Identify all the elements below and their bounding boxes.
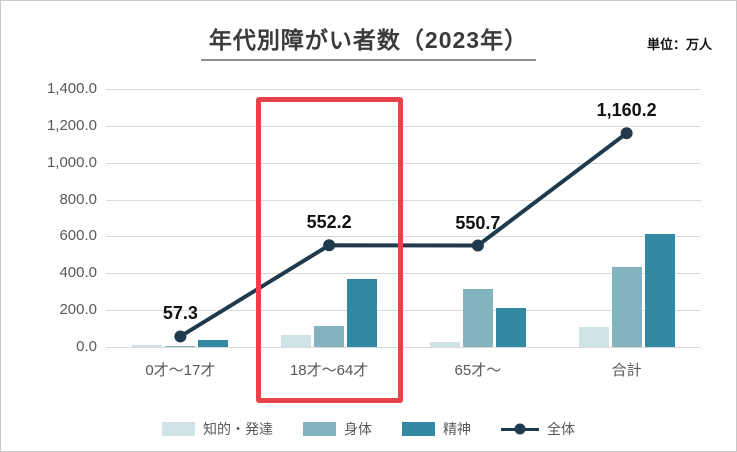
line-data-label: 1,160.2 xyxy=(596,100,657,121)
highlight-box xyxy=(255,97,403,403)
gridline xyxy=(106,273,701,275)
bar-mental xyxy=(198,339,229,347)
line-data-label: 552.2 xyxy=(306,212,352,233)
y-tick-label: 600.0 xyxy=(59,227,97,245)
legend-swatch-physical xyxy=(303,422,336,436)
title-wrap: 年代別障がい者数（2023年） xyxy=(1,21,736,61)
x-axis-label: 18才〜64才 xyxy=(289,362,369,379)
bar-intellectual-developmental xyxy=(578,326,609,347)
line-data-label: 550.7 xyxy=(455,212,501,233)
bar-intellectual-developmental xyxy=(132,345,163,347)
legend: 知的・発達 身体 精神 全体 xyxy=(1,419,736,439)
gridline xyxy=(106,199,701,201)
gridline xyxy=(106,347,701,348)
legend-item-total: 全体 xyxy=(501,419,575,439)
line-marker xyxy=(174,330,187,343)
bar-mental xyxy=(495,307,526,347)
legend-label-physical: 身体 xyxy=(344,421,372,437)
legend-label-mental: 精神 xyxy=(443,421,471,437)
line-marker xyxy=(620,127,633,140)
legend-label-total: 全体 xyxy=(547,421,575,437)
line-marker xyxy=(471,239,484,252)
bar-physical xyxy=(314,325,345,347)
line-data-label: 57.3 xyxy=(162,303,198,324)
total-line xyxy=(179,131,628,339)
y-tick-label: 800.0 xyxy=(59,190,97,208)
y-tick-label: 200.0 xyxy=(59,301,97,319)
legend-line-marker xyxy=(501,423,539,435)
bar-physical xyxy=(611,266,642,347)
bar-intellectual-developmental xyxy=(281,334,312,347)
plot-area xyxy=(106,89,701,348)
gridline xyxy=(106,310,701,312)
bar-physical xyxy=(165,345,196,347)
y-tick-label: 400.0 xyxy=(59,264,97,282)
bar-mental xyxy=(644,233,675,347)
legend-label-intellectual-developmental: 知的・発達 xyxy=(203,421,273,437)
x-axis-label: 65才〜 xyxy=(454,362,502,379)
gridline xyxy=(106,236,701,238)
y-tick-label: 0.0 xyxy=(76,338,97,355)
gridline xyxy=(106,89,701,90)
chart-title: 年代別障がい者数（2023年） xyxy=(200,21,537,61)
legend-swatch-mental xyxy=(402,422,435,436)
bar-physical xyxy=(462,289,493,347)
y-tick-label: 1,400.0 xyxy=(46,80,97,97)
x-axis-label: 合計 xyxy=(611,362,642,379)
bar-intellectual-developmental xyxy=(429,342,460,347)
y-tick-label: 1,000.0 xyxy=(46,153,97,171)
gridline xyxy=(106,162,701,164)
total-line-layer xyxy=(174,127,633,343)
legend-swatch-intellectual-developmental xyxy=(162,422,195,436)
x-axis-label: 0才〜17才 xyxy=(145,362,216,379)
legend-item-intellectual-developmental: 知的・発達 xyxy=(162,419,273,439)
y-tick-label: 1,200.0 xyxy=(46,116,97,134)
unit-label: 単位：万人 xyxy=(646,37,712,52)
legend-line-dot xyxy=(514,423,526,435)
gridline xyxy=(106,125,701,127)
bar-mental xyxy=(347,278,378,347)
legend-item-mental: 精神 xyxy=(402,419,471,439)
legend-item-physical: 身体 xyxy=(303,419,372,439)
line-marker xyxy=(323,239,336,252)
